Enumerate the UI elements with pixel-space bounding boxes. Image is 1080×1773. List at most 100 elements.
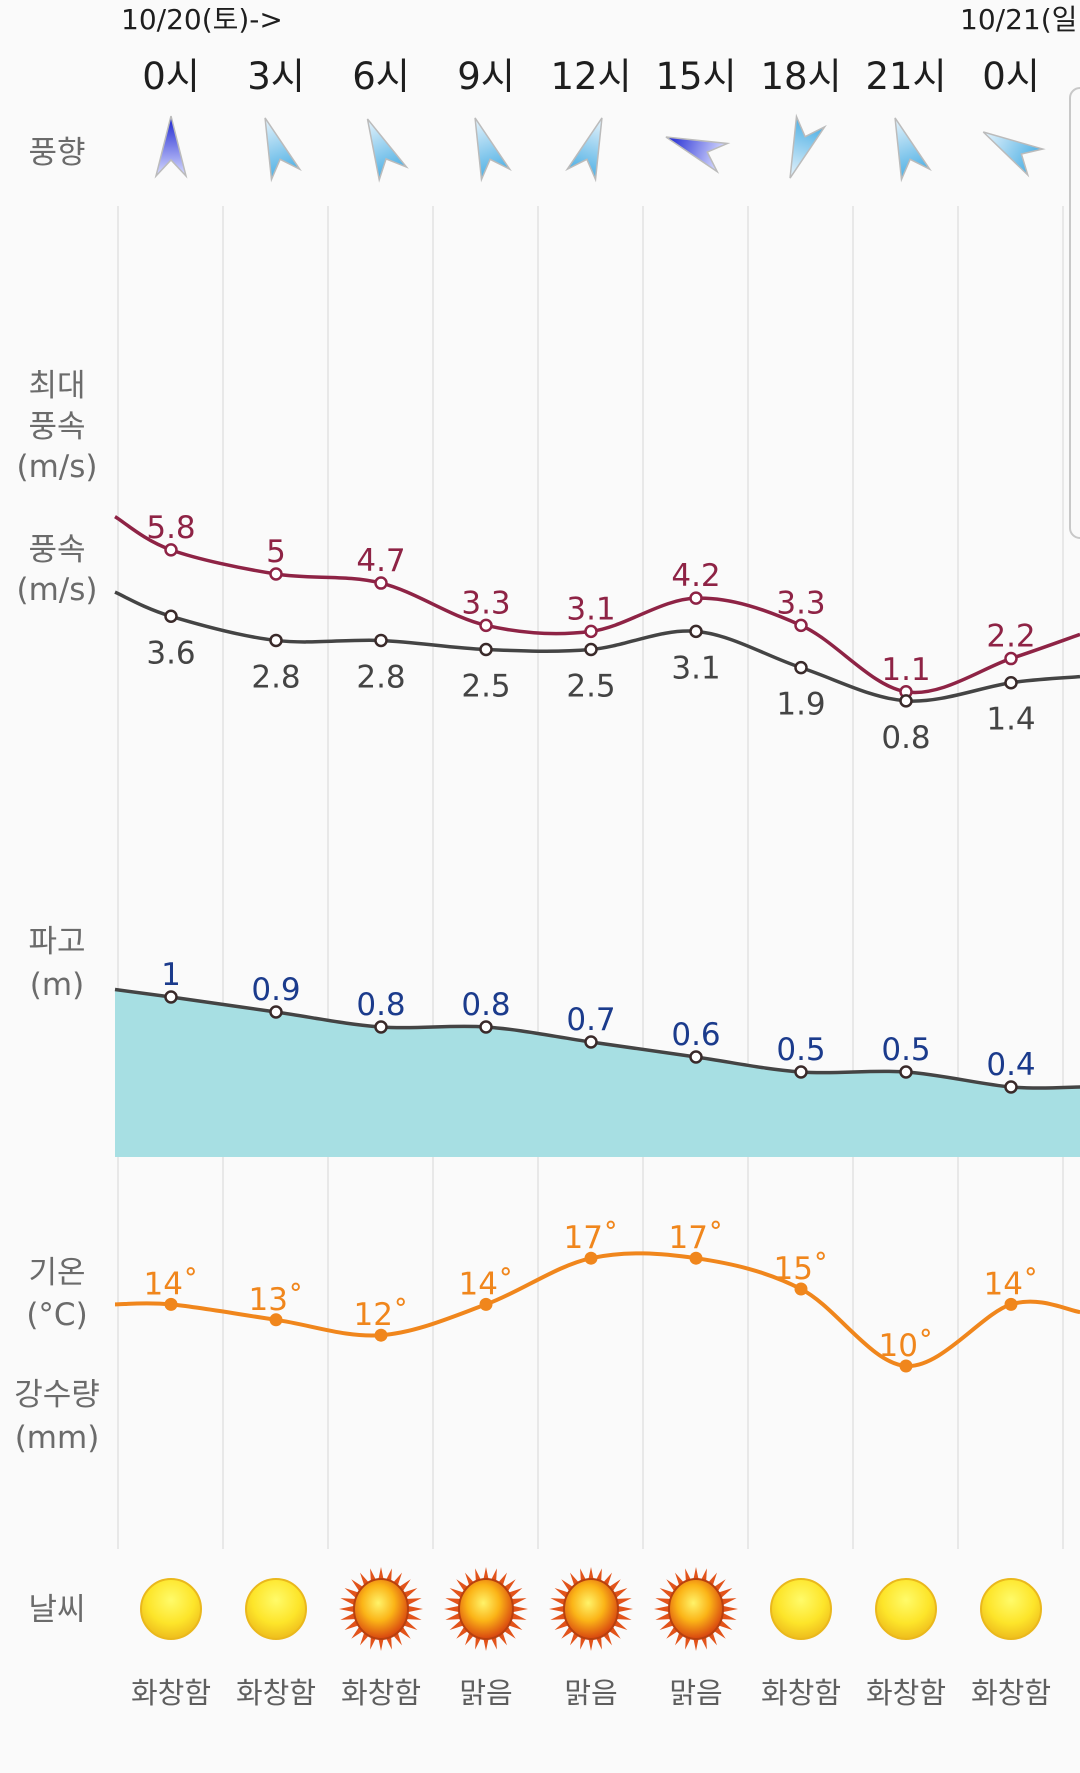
clear-night-icon [245,1578,307,1640]
wind-point [1004,675,1018,690]
temperature-point [374,1328,388,1342]
wind-point [899,694,913,708]
date-label: 10/21(일 [960,3,1077,36]
weather-row: 화창함 화창함 화창함 맑음 맑음 맑음 화창함 화창함 화창함 [131,1567,1051,1710]
temperature-unit: (°C) [26,1297,87,1333]
sun-disc [458,1578,514,1640]
sun-icon [444,1567,528,1651]
wave-unit: (m) [30,967,84,1003]
wave-value-label: 0.4 [986,1047,1035,1083]
wind-direction-arrow-icon [894,117,932,183]
wave-value-label: 0.9 [251,972,300,1008]
wind-value-label: 2.5 [461,669,510,705]
wind-direction-arrow-icon [474,117,512,183]
wave-area [115,989,1080,1157]
max-wind-point [164,543,178,557]
hour-label: 0시 [982,55,1040,98]
wind-point [689,624,703,639]
wind-value-label: 2.8 [356,659,405,695]
max-wind-point [269,567,283,581]
wave-point [1004,1080,1018,1094]
max-wind-value-label: 3.3 [776,585,825,621]
hour-label: 9시 [457,55,515,98]
hour-label: 15시 [655,55,736,98]
max-wind-value-label: 3.1 [566,591,615,627]
arrow-shape [366,118,409,183]
wind-direction-label: 풍향 [28,135,85,171]
temperature-point [794,1282,808,1296]
wind-direction-arrow-icon [565,117,603,183]
temperature-value-label: 14˚ [144,1266,199,1302]
sun-rays [339,1567,423,1651]
temperature-value-label: 12˚ [354,1297,409,1333]
wind-direction-arrow-icon [982,131,1046,178]
temperature-value-label: 10˚ [879,1328,934,1364]
wind-point [269,633,283,648]
wind-value-label: 3.1 [671,650,720,686]
max-wind-value-label: 5.8 [146,510,195,546]
grid-lines [117,206,1064,1549]
date-label: 10/20(토)-> [121,3,283,36]
oval-disc [875,1578,937,1640]
wind-direction-arrow-icon [789,113,827,179]
hour-label: 21시 [865,55,946,98]
clear-night-icon [980,1578,1042,1640]
wave-point [899,1065,913,1079]
sun-rays [444,1567,528,1651]
weather-text: 맑음 [564,1676,617,1710]
hour-label: 18시 [760,55,841,98]
sun-disc [353,1578,409,1640]
arrow-shape [154,115,188,179]
max-wind-value-label: 4.7 [356,543,405,579]
max-wind-point [1004,651,1018,666]
wind-value-label: 3.6 [146,635,195,671]
max-wind-value-label: 1.1 [881,652,930,688]
arrow-shape [789,113,827,179]
clear-night-icon [875,1578,937,1640]
oval-disc [140,1578,202,1640]
oval-disc [245,1578,307,1640]
arrow-shape [982,131,1046,178]
oval-disc [770,1578,832,1640]
temperature-point [899,1359,913,1373]
temperature-value-label: 14˚ [459,1266,514,1302]
wind-point [479,642,493,657]
temperature-point [164,1297,178,1311]
wave-point [479,1020,493,1034]
wind-direction-arrow-icon [154,115,188,179]
weather-label: 날씨 [28,1592,85,1628]
max-wind-label: 최대 [28,368,85,404]
wave-point [269,1005,283,1019]
side-panel-handle[interactable] [1069,87,1080,539]
wave-point [689,1050,703,1064]
row-labels: 풍향 최대 풍속 (m/s) 풍속 (m/s) 파고 (m) 기온 (°C) 강… [14,135,100,1628]
clear-night-icon [770,1578,832,1640]
wave-point [374,1020,388,1034]
max-wind-point [794,618,808,633]
arrow-shape [894,117,932,183]
sun-rays [654,1567,738,1651]
hour-label: 6시 [352,55,410,98]
wind-direction-arrow-icon [665,136,731,174]
oval-disc [980,1578,1042,1640]
wave-value-label: 0.5 [881,1032,930,1068]
wind-point [794,660,808,675]
wind-point [164,609,178,624]
series-layer: 5.8 5 4.7 3.3 3.1 4.2 3.3 1.1 2.2 3.6 2.8 2.8 2.5 2.5… [114,510,1080,1373]
wind-point [584,642,598,657]
rain-label: 강수량 [14,1377,100,1413]
weather-text: 맑음 [459,1676,512,1710]
weather-text: 화창함 [971,1676,1051,1710]
weather-text: 화창함 [866,1676,946,1710]
wind-value-label: 1.4 [986,702,1035,738]
wind-unit: (m/s) [17,572,98,608]
arrow-shape [264,117,302,183]
max-wind-value-label: 5 [266,534,286,570]
weather-text: 맑음 [669,1676,722,1710]
wind-direction-arrow-icon [264,117,302,183]
temperature-value-label: 13˚ [249,1282,304,1318]
max-wind-value-label: 2.2 [986,619,1035,655]
arrow-shape [474,117,512,183]
arrow-shape [565,117,603,183]
